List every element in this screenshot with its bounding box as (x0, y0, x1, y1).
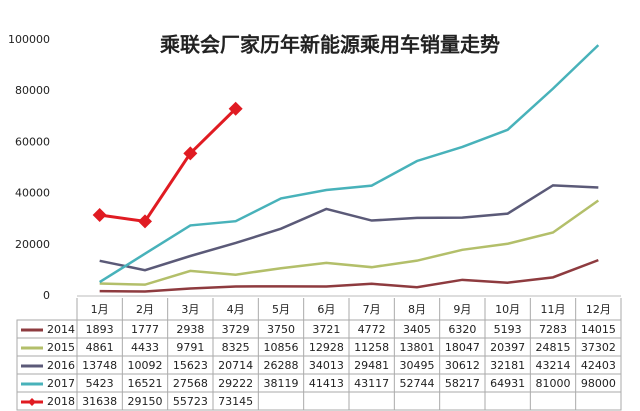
table-value: 20397 (490, 341, 525, 354)
table-value: 8325 (222, 341, 250, 354)
marker (138, 214, 152, 229)
table-value: 7283 (539, 323, 567, 336)
x-tick-label: 2月 (136, 303, 154, 316)
y-tick-label: 80000 (15, 84, 50, 97)
table-value: 30612 (445, 359, 480, 372)
y-tick-label: 60000 (15, 135, 50, 148)
table-value: 32181 (490, 359, 525, 372)
y-tick-label: 100000 (8, 33, 50, 46)
table-value: 27568 (173, 377, 208, 390)
table-value: 13748 (82, 359, 117, 372)
marker (228, 101, 243, 116)
x-tick-label: 3月 (181, 303, 199, 316)
table-value: 13801 (400, 341, 435, 354)
table-value: 10856 (264, 341, 299, 354)
legend-label: 2018 (47, 395, 75, 408)
y-tick-label: 40000 (15, 187, 50, 200)
table-value: 81000 (536, 377, 571, 390)
table-value: 24815 (536, 341, 571, 354)
table-value: 5193 (494, 323, 522, 336)
legend-label: 2016 (47, 359, 75, 372)
table-value: 14015 (581, 323, 616, 336)
table-value: 1777 (131, 323, 159, 336)
table-value: 34013 (309, 359, 344, 372)
y-tick-label: 0 (43, 289, 50, 302)
table-value: 3405 (403, 323, 431, 336)
marker (92, 208, 107, 223)
table-value: 3721 (312, 323, 340, 336)
legend-label: 2017 (47, 377, 75, 390)
legend-marker (28, 398, 36, 406)
table-value: 11258 (354, 341, 389, 354)
series-line (99, 199, 600, 286)
table-value: 29222 (218, 377, 253, 390)
series-line (99, 44, 600, 284)
table-value: 3729 (222, 323, 250, 336)
legend-label: 2014 (47, 323, 75, 336)
table-value: 38119 (264, 377, 299, 390)
table-value: 12928 (309, 341, 344, 354)
x-tick-label: 8月 (408, 303, 426, 316)
table-value: 42403 (581, 359, 616, 372)
series-line (99, 258, 599, 293)
table-value: 5423 (86, 377, 114, 390)
table-value: 1893 (86, 323, 114, 336)
table-value: 29150 (128, 395, 163, 408)
table-value: 30495 (400, 359, 435, 372)
table-value: 29481 (354, 359, 389, 372)
x-tick-label: 1月 (91, 303, 109, 316)
table-value: 58217 (445, 377, 480, 390)
x-tick-label: 7月 (363, 303, 381, 316)
table-value: 43117 (354, 377, 389, 390)
x-tick-label: 11月 (541, 303, 566, 316)
x-tick-label: 9月 (453, 303, 471, 316)
table-value: 20714 (218, 359, 253, 372)
x-tick-label: 5月 (272, 303, 290, 316)
table-value: 52744 (400, 377, 435, 390)
series-line (99, 184, 599, 272)
table-value: 26288 (264, 359, 299, 372)
x-tick-label: 4月 (227, 303, 245, 316)
table-value: 41413 (309, 377, 344, 390)
x-tick-label: 10月 (495, 303, 520, 316)
table-value: 3750 (267, 323, 295, 336)
table-value: 4433 (131, 341, 159, 354)
table-value: 55723 (173, 395, 208, 408)
table-value: 98000 (581, 377, 616, 390)
table-value: 10092 (128, 359, 163, 372)
table-value: 37302 (581, 341, 616, 354)
chart-title: 乘联会厂家历年新能源乘用车销量走势 (159, 33, 500, 57)
table-value: 4772 (358, 323, 386, 336)
table-value: 2938 (176, 323, 204, 336)
table-value: 4861 (86, 341, 114, 354)
x-tick-label: 6月 (317, 303, 335, 316)
table-value: 16521 (128, 377, 163, 390)
legend-label: 2015 (47, 341, 75, 354)
table-value: 73145 (218, 395, 253, 408)
x-tick-label: 12月 (586, 303, 611, 316)
table-value: 43214 (536, 359, 571, 372)
table-value: 9791 (176, 341, 204, 354)
table-value: 15623 (173, 359, 208, 372)
table-value: 18047 (445, 341, 480, 354)
y-tick-label: 20000 (15, 238, 50, 251)
series-line (99, 107, 237, 223)
marker (183, 146, 198, 161)
table-value: 31638 (82, 395, 117, 408)
table-value: 64931 (490, 377, 525, 390)
table-value: 6320 (448, 323, 476, 336)
